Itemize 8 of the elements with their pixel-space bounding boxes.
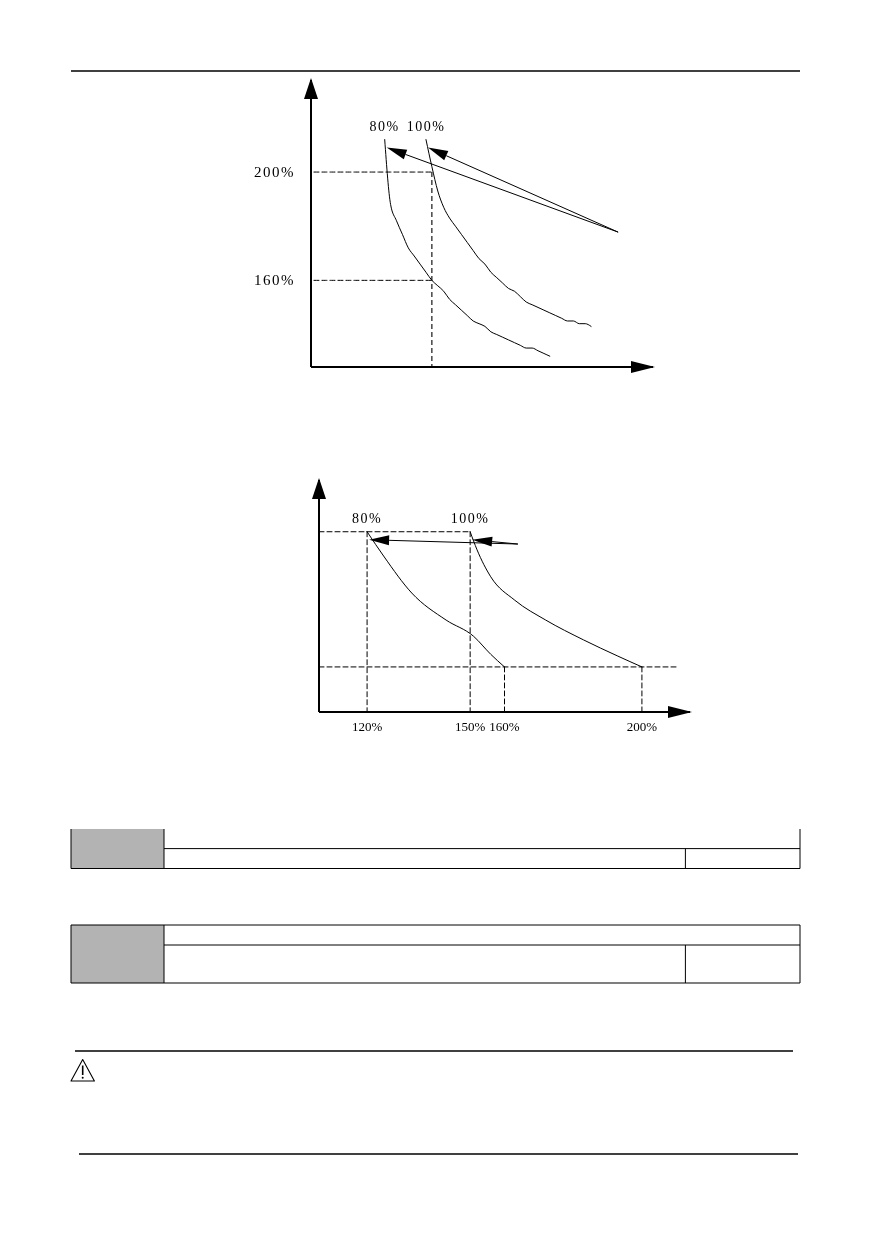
x-tick-label: 200%: [626, 719, 658, 734]
series-label: 80%: [369, 118, 400, 134]
series-label: 80%: [352, 510, 383, 526]
x-tick-label: 150%: [454, 719, 486, 734]
series-label: 100%: [406, 118, 446, 134]
series-label: 100%: [450, 510, 490, 526]
x-tick-label: 120%: [351, 719, 383, 734]
x-tick-label: 160%: [489, 719, 520, 734]
